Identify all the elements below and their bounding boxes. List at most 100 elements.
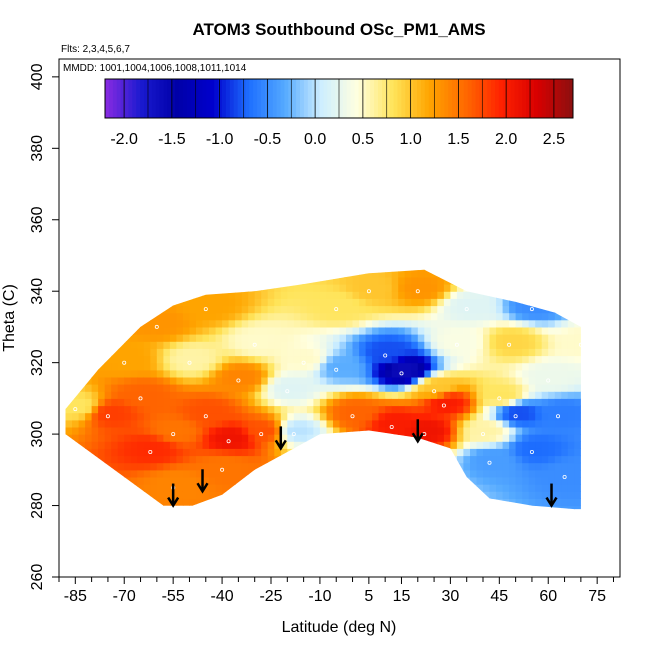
heatmap-cell <box>509 319 517 328</box>
heatmap-cell <box>202 334 210 342</box>
heatmap-cell <box>515 462 523 471</box>
heatmap-cell <box>169 291 177 299</box>
heatmap-cell <box>365 276 373 285</box>
heatmap-cell <box>306 319 314 328</box>
heatmap-cell <box>528 269 536 278</box>
heatmap-cell <box>581 277 588 285</box>
heatmap-cell <box>261 341 269 349</box>
heatmap-cell <box>130 455 138 464</box>
heatmap-cell <box>196 462 204 471</box>
heatmap-cell <box>404 305 412 314</box>
heatmap-cell <box>515 469 523 478</box>
heatmap-cell <box>222 298 230 307</box>
heatmap-cell <box>515 305 523 314</box>
heatmap-cell <box>404 455 412 464</box>
heatmap-cell <box>359 448 367 457</box>
heatmap-cell <box>287 319 295 328</box>
heatmap-cell <box>222 419 230 428</box>
heatmap-cell <box>385 369 393 378</box>
heatmap-cell <box>189 305 197 314</box>
data-point <box>285 389 290 394</box>
heatmap-cell <box>137 419 145 428</box>
heatmap-cell <box>300 362 308 371</box>
heatmap-cell <box>567 419 575 428</box>
heatmap-cell <box>391 384 399 392</box>
heatmap-cell <box>489 405 497 414</box>
heatmap-cell <box>470 448 478 457</box>
heatmap-cell <box>248 291 256 299</box>
heatmap-cell <box>267 291 275 299</box>
heatmap-cell <box>489 276 497 285</box>
heatmap-cell <box>391 469 399 478</box>
heatmap-cell <box>333 334 341 342</box>
heatmap-cell <box>261 291 269 299</box>
heatmap-cell <box>424 448 432 457</box>
heatmap-cell <box>541 376 549 385</box>
heatmap-cell <box>182 362 190 371</box>
heatmap-cell <box>326 305 334 314</box>
heatmap-cell <box>235 412 243 421</box>
heatmap-cell <box>391 477 399 485</box>
heatmap-cell <box>130 448 138 457</box>
colorbar-segment <box>378 79 383 118</box>
heatmap-cell <box>470 505 478 510</box>
heatmap-cell <box>470 369 478 378</box>
heatmap-cell <box>137 498 145 507</box>
heatmap-cell <box>137 312 145 321</box>
heatmap-cell <box>280 405 288 414</box>
colorbar-segment <box>249 79 254 118</box>
heatmap-cell <box>450 477 458 485</box>
heatmap-cell <box>215 355 223 364</box>
heatmap-cell <box>456 455 464 464</box>
heatmap-cell <box>450 355 458 364</box>
heatmap-cell <box>163 362 171 371</box>
heatmap-cell <box>248 434 256 442</box>
colorbar-segment <box>358 79 363 118</box>
heatmap-cell <box>143 441 151 449</box>
heatmap-cell <box>502 391 510 399</box>
heatmap-cell <box>326 269 334 278</box>
heatmap-cell <box>280 362 288 371</box>
heatmap-cell <box>222 362 230 371</box>
heatmap-cell <box>581 348 588 356</box>
heatmap-cell <box>424 341 432 349</box>
heatmap-cell <box>163 355 171 364</box>
heatmap-cell <box>463 391 471 399</box>
heatmap-cell <box>561 369 569 378</box>
heatmap-cell <box>222 484 230 492</box>
heatmap-cell <box>104 448 112 457</box>
heatmap-cell <box>189 348 197 357</box>
heatmap-cell <box>111 276 119 285</box>
heatmap-cell <box>156 469 164 478</box>
heatmap-cell <box>574 491 581 499</box>
heatmap-cell <box>528 505 536 510</box>
heatmap-cell <box>163 469 171 478</box>
heatmap-cell <box>424 455 432 464</box>
heatmap-cell <box>509 441 517 449</box>
heatmap-cell <box>437 269 445 271</box>
heatmap-cell <box>424 434 432 442</box>
heatmap-cell <box>255 513 262 521</box>
heatmap-cell <box>391 312 399 321</box>
heatmap-cell <box>228 269 236 278</box>
heatmap-cell <box>365 269 373 271</box>
heatmap-cell <box>417 276 425 285</box>
heatmap-cell <box>267 269 275 271</box>
colorbar-segment <box>385 79 391 118</box>
heatmap-cell <box>509 398 517 407</box>
heatmap-cell <box>587 284 594 292</box>
heatmap-cell <box>333 498 341 507</box>
data-point <box>148 449 153 454</box>
heatmap-cell <box>411 291 419 299</box>
heatmap-cell <box>104 384 112 392</box>
heatmap-cell <box>391 276 399 285</box>
heatmap-cell <box>196 305 204 314</box>
heatmap-cell <box>85 391 93 399</box>
heatmap-cell <box>65 484 67 492</box>
colorbar-segment <box>487 79 492 118</box>
heatmap-cell <box>215 462 223 471</box>
heatmap-cell <box>430 477 438 485</box>
colorbar-segment <box>319 79 324 118</box>
heatmap-cell <box>209 498 217 507</box>
heatmap-cell <box>456 326 464 335</box>
